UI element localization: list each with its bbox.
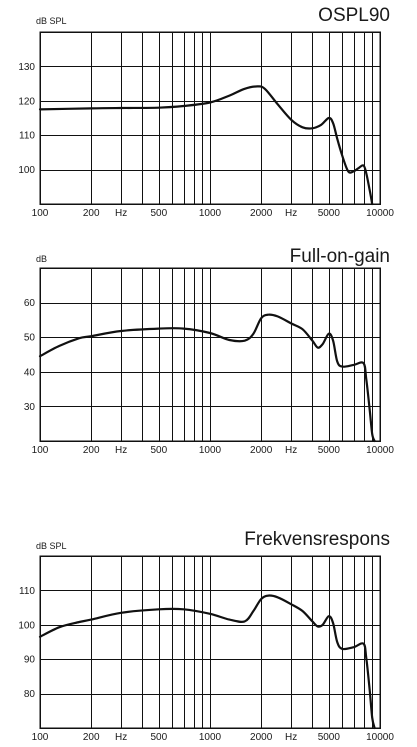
x-tick-label: 1000: [199, 208, 222, 219]
x-tick-label: 200: [83, 208, 100, 219]
x-tick-label: 100: [32, 208, 49, 219]
response-curve: [38, 85, 374, 206]
x-tick-label: Hz: [285, 732, 297, 743]
response-curve: [38, 594, 376, 730]
chart-title: OSPL90: [318, 5, 390, 26]
y-axis-unit-label: dB SPL: [36, 16, 67, 26]
y-tick-label: 110: [19, 586, 35, 597]
x-tick-label: 10000: [366, 445, 394, 456]
y-tick-label: 30: [24, 402, 36, 413]
plot-frame: [39, 267, 381, 442]
y-tick-label: 90: [24, 655, 36, 666]
x-tick-label: 2000: [250, 732, 273, 743]
x-tick-label: 200: [83, 732, 100, 743]
plot-frame: [39, 31, 381, 205]
chart-panel-1: 100 110 120 130 100 200 Hz 500 1000 2000 Hz 5000 100…: [18, 5, 394, 219]
x-tick-label: 100: [32, 732, 49, 743]
y-tick-label: 50: [24, 333, 36, 344]
y-axis-unit-label: dB: [36, 254, 47, 264]
x-tick-label: Hz: [285, 208, 297, 219]
x-tick-label: 5000: [318, 445, 341, 456]
x-tick-label: Hz: [285, 445, 297, 456]
x-tick-label: 500: [150, 445, 167, 456]
x-tick-label: 200: [83, 445, 100, 456]
x-tick-label: Hz: [115, 208, 127, 219]
x-tick-label: 2000: [250, 208, 273, 219]
y-axis-unit-label: dB SPL: [36, 541, 67, 551]
y-tick-label: 80: [24, 689, 36, 700]
x-tick-label: Hz: [115, 445, 127, 456]
x-tick-label: 500: [150, 208, 167, 219]
y-tick-label: 130: [18, 62, 35, 73]
y-tick-label: 40: [24, 367, 36, 378]
chart-title: Full-on-gain: [290, 246, 390, 267]
x-tick-label: 1000: [199, 445, 222, 456]
x-tick-label: 10000: [366, 208, 394, 219]
x-tick-label: 500: [150, 732, 167, 743]
y-tick-label: 100: [18, 620, 35, 631]
y-tick-label: 100: [18, 165, 35, 176]
x-tick-label: Hz: [115, 732, 127, 743]
x-tick-label: 1000: [199, 732, 222, 743]
y-tick-label: 120: [18, 96, 35, 107]
plot-frame: [39, 555, 381, 729]
chart-title: Frekvensrespons: [244, 529, 390, 550]
x-tick-label: 2000: [250, 445, 273, 456]
x-tick-label: 100: [32, 445, 49, 456]
chart-panel-3: 80 90 100 110 100 200 Hz 500 1000 2000 Hz 5000 10000…: [18, 529, 394, 743]
y-tick-label: 60: [24, 298, 36, 309]
x-tick-label: 5000: [318, 732, 341, 743]
x-tick-label: 10000: [366, 732, 394, 743]
response-curve: [38, 313, 376, 443]
chart-panel-2: 30 40 50 60 100 200 Hz 500 1000 2000 Hz 5000 10000 Fu…: [24, 246, 394, 456]
x-tick-label: 5000: [318, 208, 341, 219]
y-tick-label: 110: [19, 131, 35, 142]
